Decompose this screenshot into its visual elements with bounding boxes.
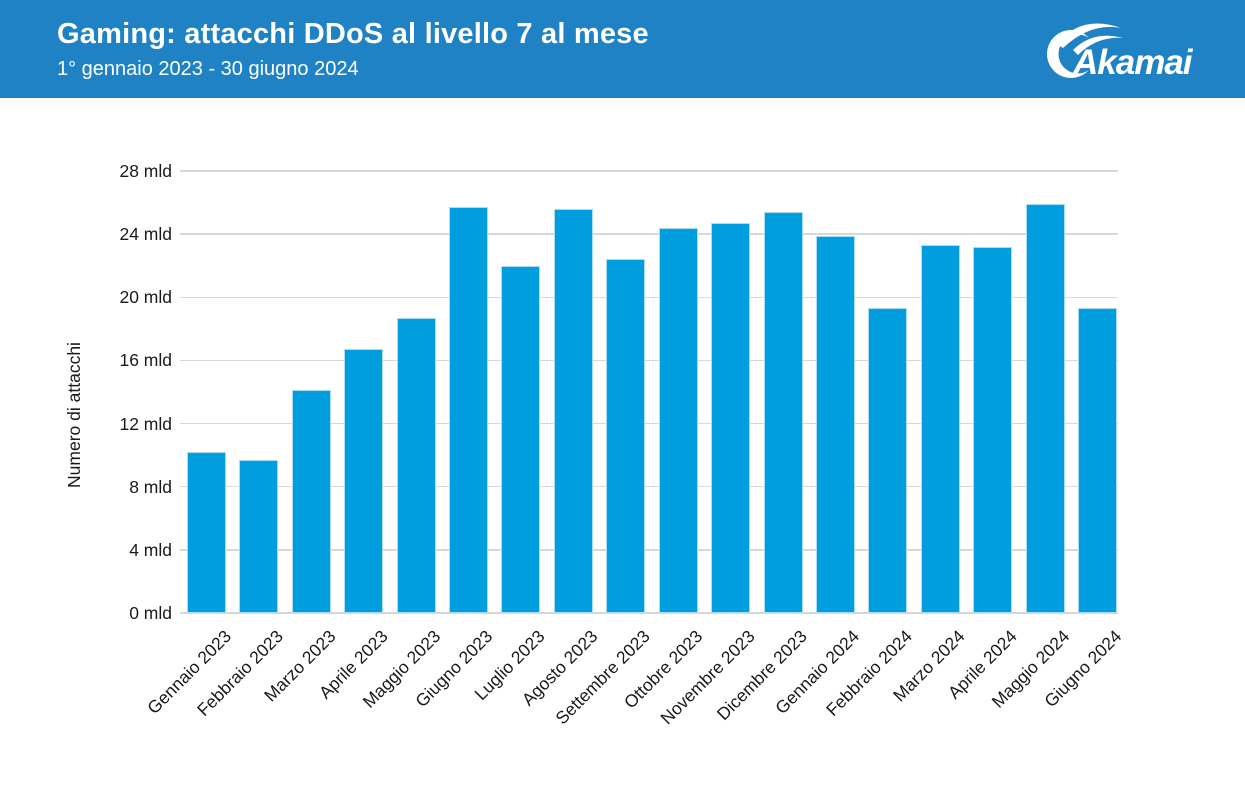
gridline-20-mld [180,296,1118,299]
bar-ottobre-2023 [658,227,698,613]
gridline-0-mld [180,612,1118,614]
bar-maggio-2023 [396,317,436,613]
bar-gennaio-2024 [815,235,855,613]
bar-luglio-2023 [501,265,541,613]
y-tick-label: 12 mld [119,413,172,434]
bar-gennaio-2023 [187,451,226,613]
gridline-4-mld [180,549,1118,551]
bar-dicembre-2023 [763,212,803,613]
bar-novembre-2023 [711,223,751,613]
bar-febbraio-2023 [239,459,279,613]
bar-maggio-2024 [1025,204,1065,613]
bar-marzo-2023 [291,390,331,613]
gridline-12-mld [180,422,1118,425]
y-tick-label: 0 mld [129,603,172,623]
y-tick-label: 8 mld [129,476,172,497]
akamai-crescent-icon [1047,23,1123,78]
y-tick-label: 16 mld [119,350,172,371]
bar-agosto-2023 [553,208,593,613]
bar-settembre-2023 [606,259,646,613]
header-band: Gaming: attacchi DDoS al livello 7 al me… [0,0,1245,98]
bar-aprile-2024 [973,246,1013,613]
bar-marzo-2024 [920,245,960,613]
gridline-24-mld [180,233,1118,235]
bar-aprile-2023 [344,349,384,613]
y-tick-label: 24 mld [119,224,172,245]
gridline-16-mld [180,359,1118,362]
bar-febbraio-2024 [868,308,908,613]
page-title: Gaming: attacchi DDoS al livello 7 al me… [57,18,649,50]
bar-giugno-2024 [1077,308,1117,613]
akamai-logo: Akamai [1047,23,1195,82]
gridline-8-mld [180,485,1118,488]
gridline-28-mld [180,170,1118,172]
y-tick-label: 28 mld [119,161,172,181]
y-tick-label: 20 mld [119,287,172,308]
bar-giugno-2023 [449,207,489,613]
akamai-wordmark: Akamai [1072,43,1194,82]
page-subtitle: 1° gennaio 2023 - 30 giugno 2024 [57,58,359,80]
y-tick-label: 4 mld [129,539,172,560]
